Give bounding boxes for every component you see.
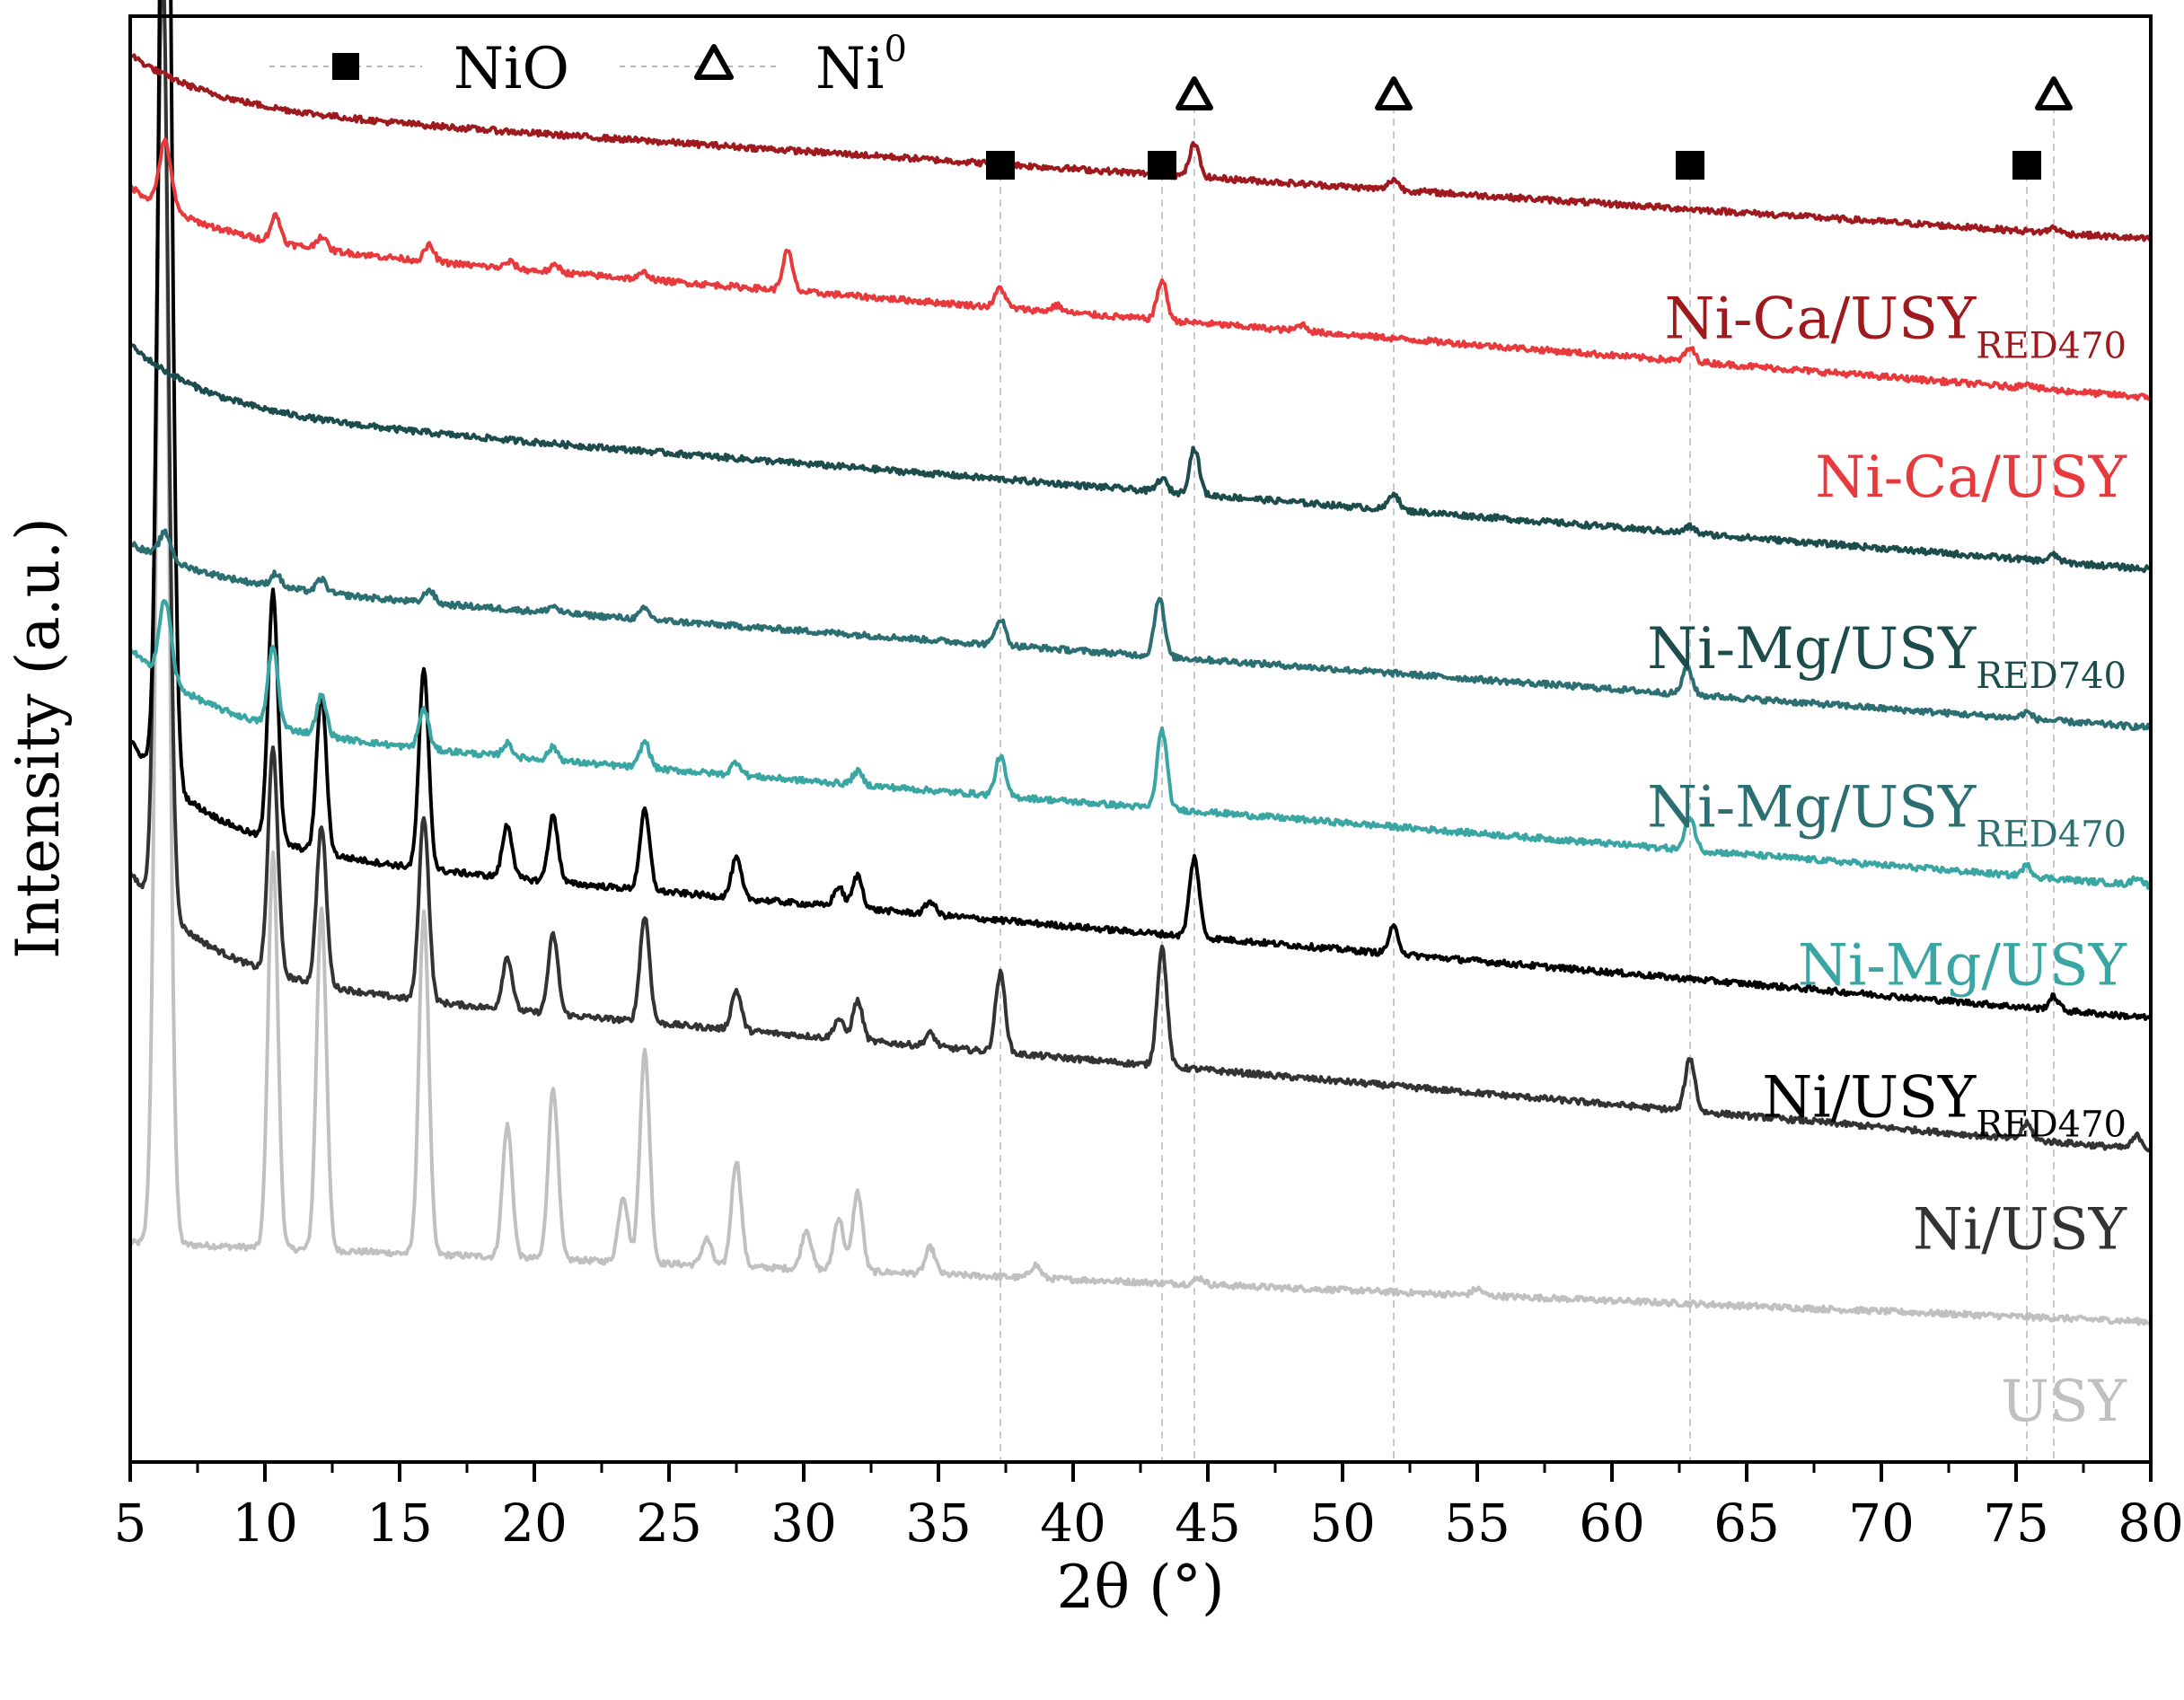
legend-nio-label: NiO (454, 36, 569, 102)
x-tick-label: 80 (2118, 1493, 2184, 1554)
series-line-usy (128, 0, 2152, 1326)
series-label: Ni-Mg/USYRED740 (1647, 616, 2127, 697)
series-line-ni-ca-usy-red470 (129, 53, 2152, 242)
series-layer (128, 0, 2153, 1326)
x-tick-label: 60 (1579, 1493, 1645, 1554)
x-tick-label: 10 (232, 1493, 298, 1554)
ni0-triangle-icon (1176, 76, 1213, 110)
x-tick-label: 40 (1040, 1493, 1106, 1554)
series-label: Ni/USY (1913, 1197, 2127, 1264)
x-tick-label: 70 (1848, 1493, 1915, 1554)
series-label: Ni-Ca/USYRED470 (1664, 286, 2127, 366)
series-label-sub: RED470 (1976, 325, 2127, 366)
x-tick-label: 5 (114, 1493, 147, 1554)
series-label-main: Ni-Mg/USY (1647, 774, 1977, 841)
nio-square-icon (1676, 151, 1704, 180)
x-tick-label: 50 (1309, 1493, 1376, 1554)
series-label-sub: RED470 (1976, 814, 2127, 855)
legend-nio-square-icon (332, 53, 359, 80)
nio-square-icon (986, 151, 1015, 180)
x-tick-label: 75 (1983, 1493, 2049, 1554)
x-tick-label: 25 (636, 1493, 702, 1554)
ni0-triangle-icon (1375, 76, 1413, 110)
legend-ni0-label: Ni0 (815, 29, 907, 102)
series-label-sub: RED470 (1976, 1105, 2127, 1146)
series-label-main: Ni-Ca/USY (1664, 286, 1977, 352)
series-labels: USYNi/USYNi/USYRED470Ni-Mg/USYNi-Mg/USYR… (1647, 286, 2127, 1434)
ni0-triangle-icon (2035, 76, 2073, 110)
series-label-main: Ni-Ca/USY (1815, 445, 2127, 511)
x-tick-label: 45 (1175, 1493, 1241, 1554)
series-line-ni-usy-red470 (129, 0, 2153, 1021)
phase-markers (986, 76, 2073, 180)
legend-ni0-triangle-icon (694, 44, 734, 80)
series-line-ni-mg-usy-red740 (128, 343, 2153, 574)
legend-ni0-label-sup: 0 (884, 29, 906, 70)
x-tick-label: 55 (1444, 1493, 1510, 1554)
x-tick-label: 35 (905, 1493, 972, 1554)
series-line-ni-ca-usy (128, 137, 2153, 401)
nio-square-icon (1148, 151, 1176, 180)
series-label-main: Ni/USY (1762, 1065, 1977, 1132)
series-line-ni-usy (128, 0, 2153, 1153)
series-label-main: Ni-Mg/USY (1647, 616, 1977, 683)
series-label: Ni-Mg/USYRED470 (1647, 774, 2127, 855)
series-label: Ni-Mg/USY (1798, 933, 2127, 1000)
x-tick-label: 65 (1713, 1493, 1780, 1554)
y-axis-label: Intensity (a.u.) (4, 517, 73, 959)
legend-ni0-label-main: Ni (815, 36, 884, 102)
series-line-ni-mg-usy-red470 (129, 528, 2153, 731)
nio-square-icon (2012, 151, 2041, 180)
x-axis-label: 2θ (°) (1056, 1553, 1224, 1622)
series-label-main: Ni/USY (1913, 1197, 2127, 1264)
series-label-main: Ni-Mg/USY (1798, 933, 2127, 1000)
x-tick-label: 30 (771, 1493, 837, 1554)
x-tick-label: 20 (501, 1493, 568, 1554)
x-axis: 5 10 15 20 25 30 35 40 45 50 55 60 65 70 75 80 (114, 1462, 2184, 1554)
series-label-main: USY (2001, 1369, 2127, 1435)
series-label-sub: RED740 (1976, 656, 2127, 697)
x-tick-label: 15 (366, 1493, 433, 1554)
series-label: Ni-Ca/USY (1815, 445, 2127, 511)
legend: NiO Ni0 (269, 29, 907, 102)
series-label: Ni/USYRED470 (1762, 1065, 2127, 1146)
series-label: USY (2001, 1369, 2127, 1435)
series-line-ni-mg-usy (128, 599, 2153, 890)
reference-lines (1000, 106, 2055, 1462)
